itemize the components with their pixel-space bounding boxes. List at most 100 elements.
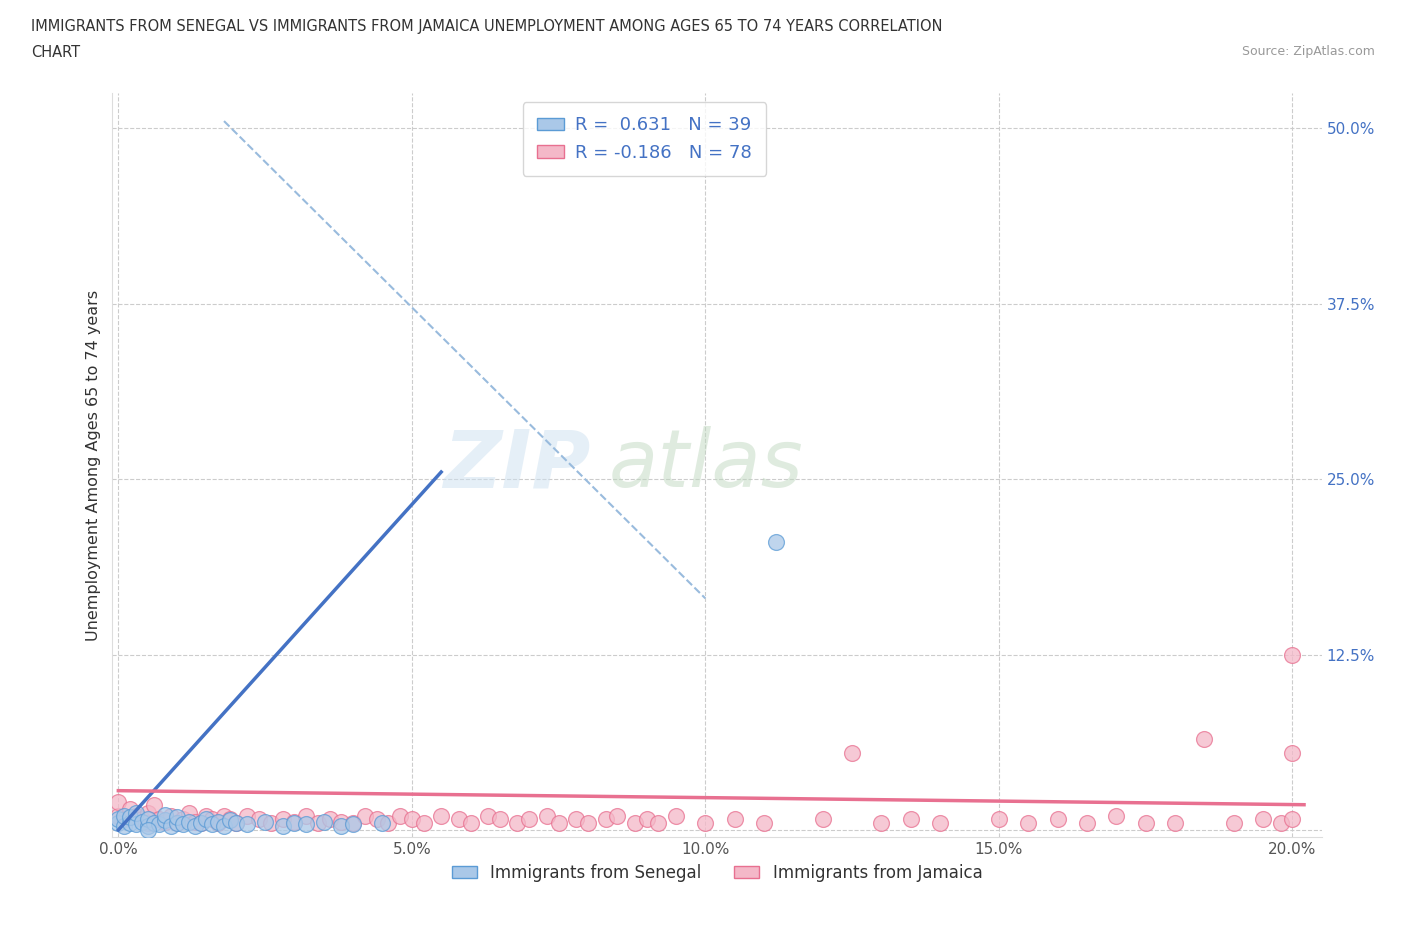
Point — [136, 822, 159, 837]
Point — [929, 816, 952, 830]
Text: ZIP: ZIP — [443, 426, 591, 504]
Legend: Immigrants from Senegal, Immigrants from Jamaica: Immigrants from Senegal, Immigrants from… — [444, 857, 990, 888]
Point — [218, 813, 240, 828]
Point — [107, 816, 129, 830]
Point — [765, 535, 787, 550]
Point — [120, 810, 142, 825]
Point — [271, 818, 294, 833]
Point — [160, 818, 183, 833]
Point — [207, 816, 229, 830]
Point — [160, 808, 183, 823]
Point — [412, 816, 434, 830]
Point — [225, 816, 247, 830]
Point — [1046, 811, 1069, 826]
Text: CHART: CHART — [31, 45, 80, 60]
Text: atlas: atlas — [609, 426, 803, 504]
Point — [447, 811, 470, 826]
Point — [172, 817, 194, 831]
Point — [1135, 816, 1157, 830]
Point — [107, 811, 129, 826]
Point — [1281, 811, 1303, 826]
Point — [665, 808, 688, 823]
Point — [506, 816, 529, 830]
Point — [212, 818, 235, 833]
Point — [254, 814, 277, 829]
Point — [177, 805, 200, 820]
Point — [377, 816, 399, 830]
Point — [307, 816, 329, 830]
Point — [236, 817, 259, 831]
Point — [517, 811, 540, 826]
Point — [724, 811, 747, 826]
Point — [647, 816, 669, 830]
Point — [201, 811, 224, 826]
Point — [112, 811, 135, 826]
Point — [900, 811, 922, 826]
Point — [624, 816, 647, 830]
Point — [131, 811, 153, 826]
Point — [318, 811, 340, 826]
Point — [489, 811, 512, 826]
Point — [212, 808, 235, 823]
Point — [125, 805, 148, 820]
Point — [1281, 647, 1303, 662]
Point — [112, 818, 135, 833]
Point — [155, 807, 177, 822]
Point — [342, 816, 364, 830]
Point — [107, 794, 129, 809]
Point — [120, 816, 142, 830]
Point — [606, 808, 628, 823]
Point — [218, 811, 240, 826]
Point — [166, 816, 188, 830]
Point — [148, 817, 170, 831]
Point — [131, 814, 153, 829]
Point — [430, 808, 453, 823]
Point — [166, 810, 188, 825]
Point — [271, 811, 294, 826]
Point — [1164, 816, 1187, 830]
Point — [283, 816, 305, 830]
Point — [190, 816, 212, 830]
Point — [330, 818, 353, 833]
Point — [183, 818, 205, 833]
Y-axis label: Unemployment Among Ages 65 to 74 years: Unemployment Among Ages 65 to 74 years — [86, 289, 101, 641]
Point — [195, 808, 218, 823]
Point — [371, 816, 394, 830]
Point — [136, 811, 159, 826]
Point — [201, 817, 224, 831]
Point — [695, 816, 717, 830]
Point — [811, 811, 834, 826]
Point — [565, 811, 588, 826]
Point — [120, 802, 142, 817]
Point — [547, 816, 569, 830]
Point — [1281, 745, 1303, 760]
Point — [295, 808, 318, 823]
Point — [155, 813, 177, 828]
Point — [177, 814, 200, 829]
Point — [366, 811, 388, 826]
Point — [283, 814, 305, 829]
Point — [870, 816, 893, 830]
Point — [752, 816, 775, 830]
Point — [354, 808, 377, 823]
Point — [401, 811, 423, 826]
Point — [155, 814, 177, 829]
Point — [312, 814, 335, 829]
Point — [295, 817, 318, 831]
Point — [1251, 811, 1274, 826]
Point — [125, 817, 148, 831]
Point — [225, 816, 247, 830]
Point — [107, 808, 129, 823]
Point — [172, 811, 194, 826]
Point — [136, 816, 159, 830]
Point — [183, 814, 205, 829]
Point — [236, 808, 259, 823]
Point — [841, 745, 863, 760]
Point — [260, 816, 283, 830]
Point — [389, 808, 412, 823]
Point — [1222, 816, 1244, 830]
Point — [112, 808, 135, 823]
Point — [142, 816, 165, 830]
Point — [207, 814, 229, 829]
Point — [125, 808, 148, 823]
